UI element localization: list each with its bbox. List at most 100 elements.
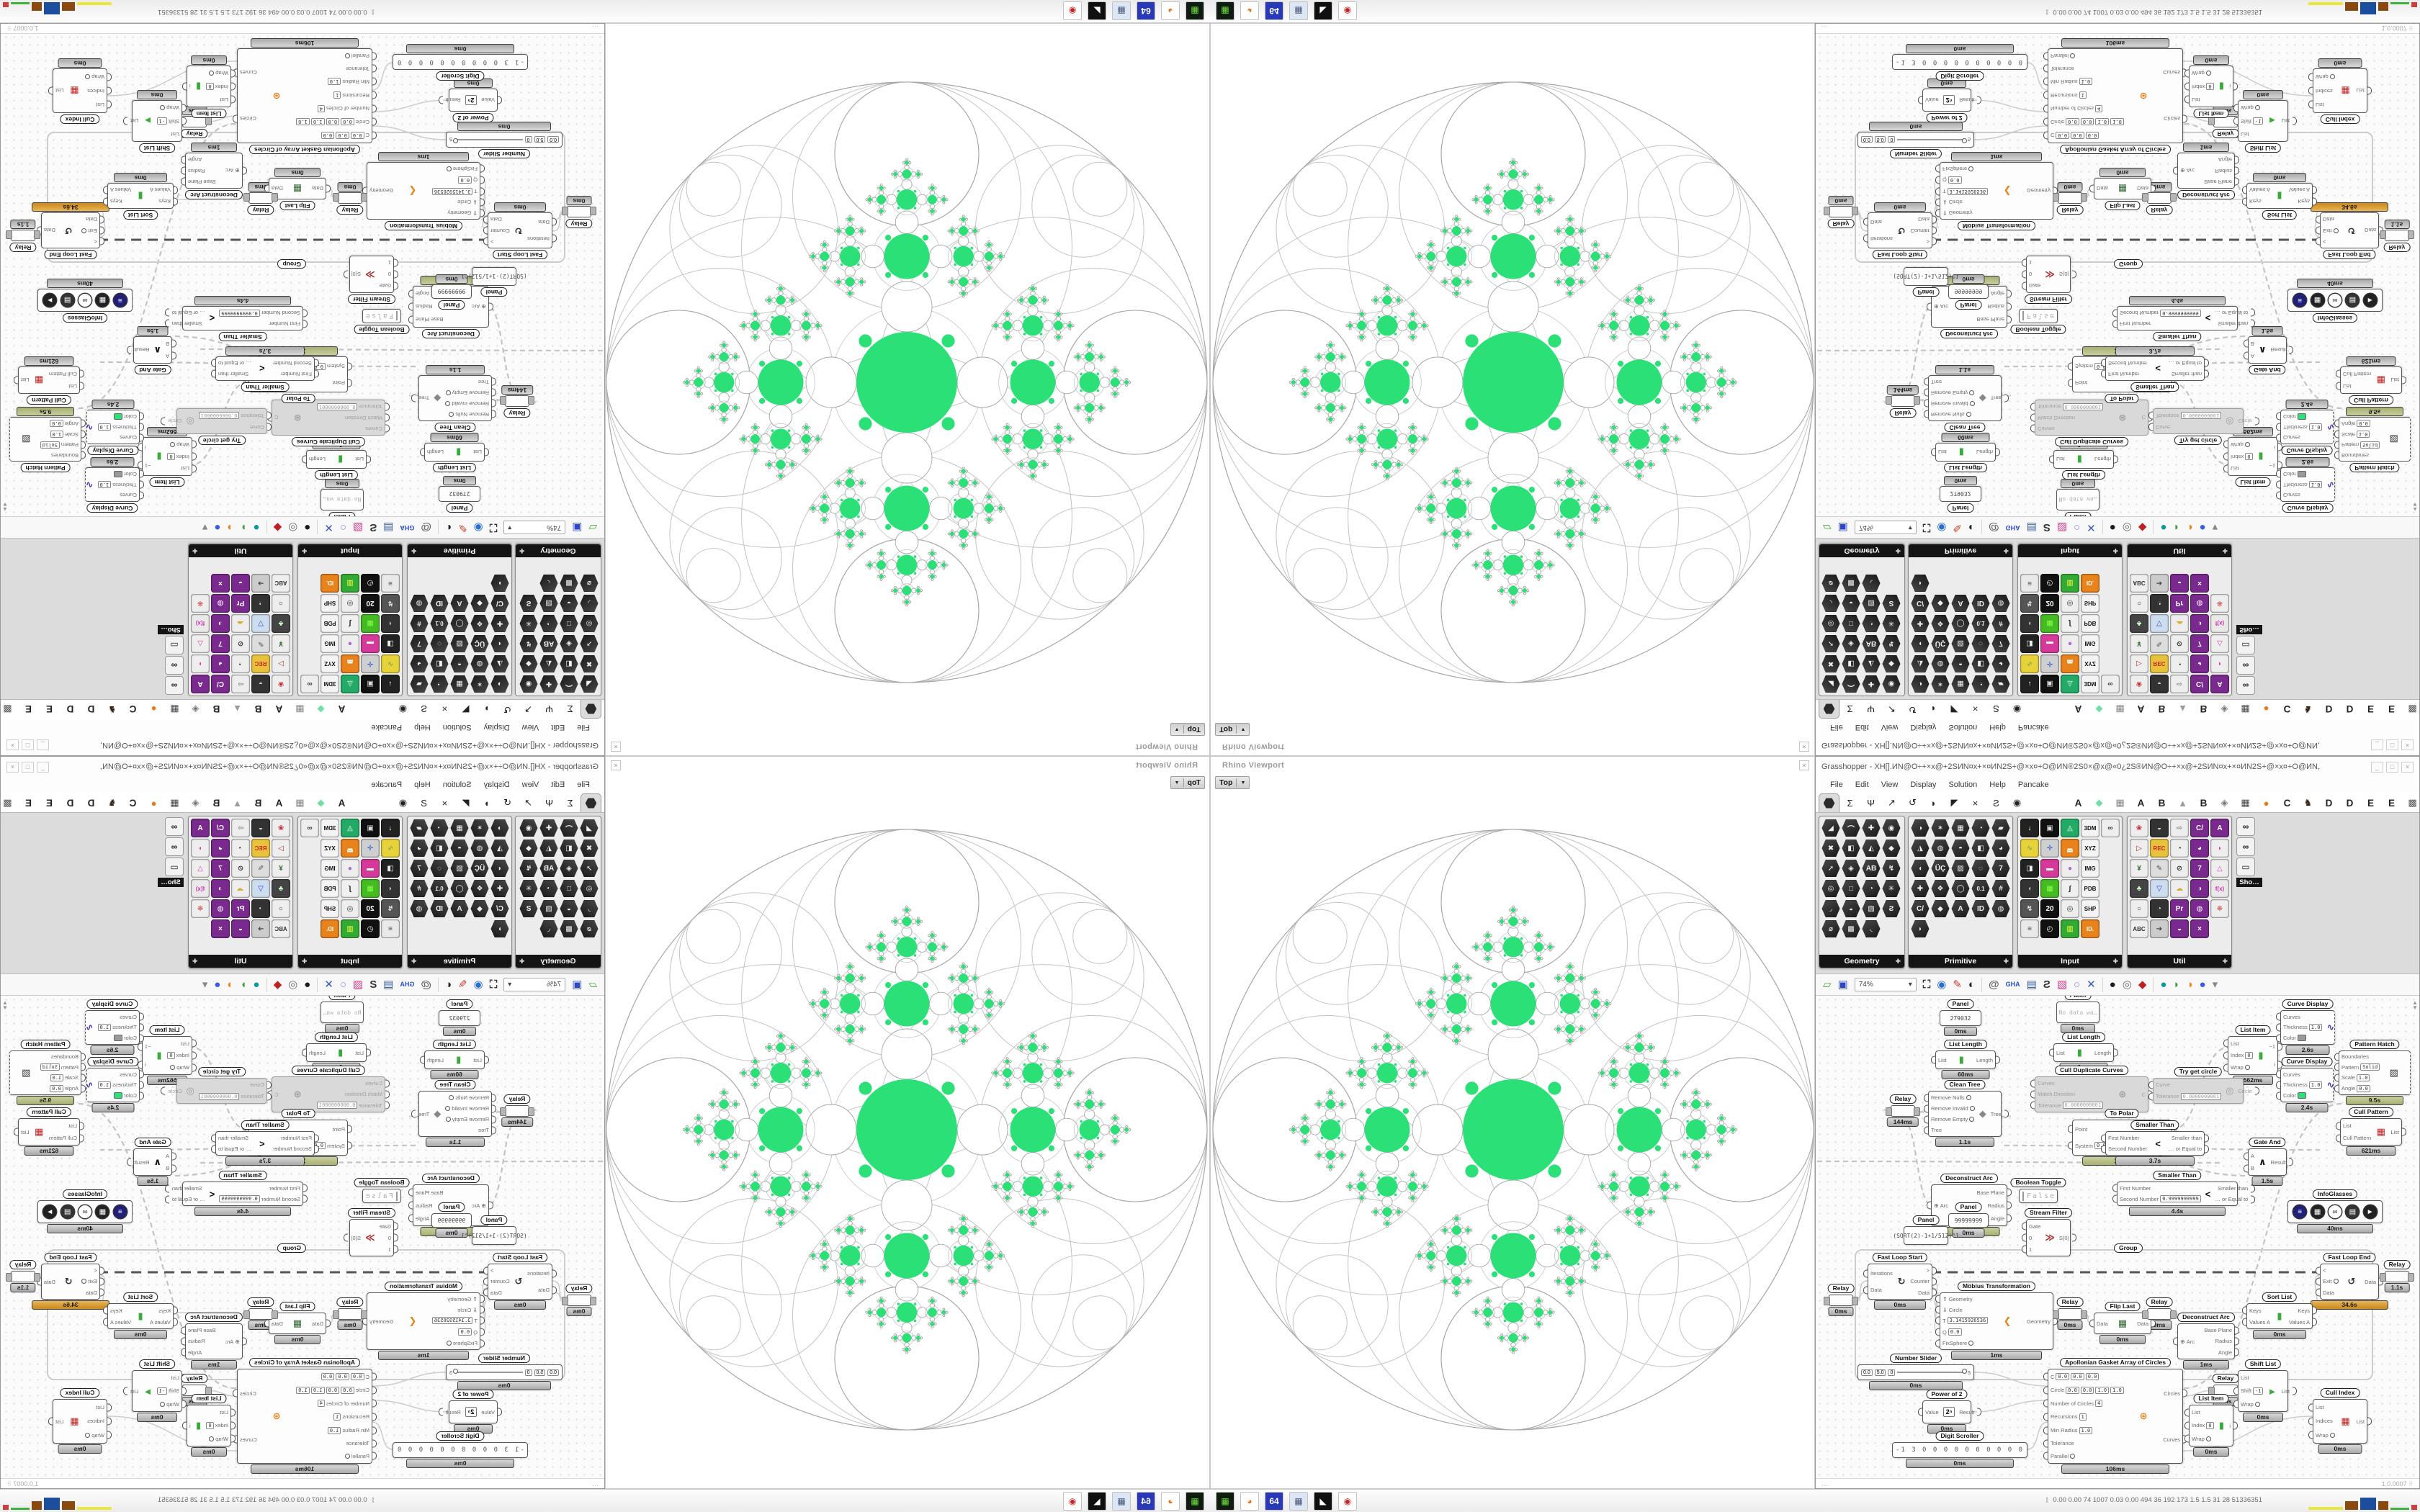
tab[interactable]: ↺ [1909, 797, 1917, 808]
node-body[interactable]: Value 2ⁿ Result [1922, 89, 1974, 112]
tab[interactable]: ↺ [1909, 704, 1917, 715]
component-icon[interactable]: ✶ [1931, 675, 1950, 693]
tab[interactable]: ♞ [2303, 704, 2313, 715]
component-icon[interactable]: ◖ [2020, 614, 2039, 633]
component-icon[interactable]: ▧ [539, 899, 558, 918]
node-body[interactable]: Data ▦ Data [2094, 1313, 2151, 1334]
toolbar-icon[interactable]: ◐ [445, 978, 452, 991]
component-icon[interactable]: ◕ [1991, 840, 2010, 857]
component-icon[interactable]: ⌒ [1842, 675, 1860, 693]
component-icon[interactable]: 0.1 [1971, 880, 1990, 897]
component-icon[interactable]: A [2210, 675, 2229, 693]
tab[interactable]: A [338, 797, 346, 809]
component-icon[interactable]: f(x) [2210, 879, 2229, 898]
node-clean-tree[interactable]: Clean Tree Remove Nulls Remove Invalid Remo… [1928, 365, 2002, 432]
node-boolean-toggle[interactable]: Boolean Toggle False [2010, 1178, 2066, 1203]
palette-show-label[interactable]: Sho… [2236, 625, 2262, 634]
component-icon[interactable]: ✎ [2150, 859, 2169, 878]
node-body[interactable]: < Exit Data ↺ Data [41, 1264, 100, 1300]
component-icon[interactable]: ▰ [410, 819, 429, 837]
node-deconstruct-arc[interactable]: Deconstruct Arc ⊕ Arc Base Plane Radius Angle… [2177, 1313, 2235, 1369]
component-icon[interactable] [300, 879, 319, 898]
toggle-box[interactable] [2022, 311, 2024, 321]
toolbar-icon[interactable]: GHA [2005, 524, 2020, 531]
component-icon[interactable]: ◧ [430, 839, 449, 858]
toolbar-icon[interactable]: ✕ [324, 978, 333, 991]
node-body[interactable]: False [362, 1189, 401, 1203]
component-icon[interactable]: ◎ [580, 879, 599, 898]
toolbar-icon[interactable]: ▱ [588, 978, 597, 991]
component-icon[interactable]: ▽ [2150, 879, 2169, 898]
component-icon[interactable]: ▦ [2040, 614, 2059, 633]
node-deconstruct-arc[interactable]: Deconstruct Arc ⊕ Arc Base Plane Radius Angle… [185, 1313, 243, 1369]
component-icon[interactable]: ⌒ [1842, 819, 1860, 837]
component-icon[interactable]: 7 [1991, 860, 2010, 877]
node-infoglasses[interactable]: InfoGlasses ≡ ▦ ∞ ▤ ► 40ms [37, 1189, 133, 1233]
tab[interactable]: D [2325, 703, 2333, 715]
component-icon[interactable]: ◧ [1971, 840, 1990, 857]
node-body[interactable]: (SQRT(2)-1+1/512)^1 [1893, 267, 1959, 286]
component-icon[interactable]: ▰ [1991, 675, 2010, 693]
node-shift-list[interactable]: Shift List List Shift -1 Wrap ► List 0ms [2238, 90, 2290, 153]
node-body[interactable]: Value 2ⁿ Result [446, 1400, 498, 1423]
node-body[interactable]: Curves Thickness 1.0 Color ∿ [2280, 410, 2334, 444]
component-icon[interactable]: ↯ [1882, 860, 1901, 877]
component-icon[interactable]: ◔ [430, 819, 449, 837]
component-icon[interactable]: ▥ [341, 919, 359, 938]
component-icon[interactable]: ❋ [191, 899, 210, 918]
node-cull-duplicate-curves[interactable]: Cull Duplicate Curves Curves Match Directi… [2035, 1066, 2148, 1112]
component-icon[interactable]: ▦ [450, 819, 469, 837]
tab[interactable]: E [2388, 703, 2395, 715]
component-icon[interactable]: A [191, 819, 210, 837]
component-icon[interactable] [2210, 574, 2229, 593]
tab[interactable]: Ψ [545, 797, 553, 809]
component-icon[interactable]: ◗ [490, 919, 509, 938]
toolbar-icon[interactable]: ▱ [1823, 978, 1832, 991]
tab[interactable]: ● [2263, 703, 2269, 715]
node-smaller-than[interactable]: Smaller Than First Number Second Number 0.9… [2117, 1171, 2248, 1216]
component-icon[interactable]: ◒ [2150, 819, 2169, 837]
viewport-view-dropdown[interactable]: Top ▼ [1170, 776, 1205, 789]
component-icon[interactable] [2210, 919, 2229, 938]
component-icon[interactable]: ▥ [2061, 919, 2079, 938]
component-icon[interactable]: ✖ [1821, 840, 1840, 857]
component-icon[interactable]: ▣ [2040, 819, 2059, 837]
info-icon[interactable]: ≡ [2293, 1205, 2307, 1218]
info-icon[interactable]: ► [2363, 294, 2377, 307]
component-icon[interactable]: ◔ [1971, 819, 1990, 837]
node-body[interactable]: No data wa… [2056, 489, 2099, 510]
component-icon[interactable]: ◟ [1862, 920, 1881, 937]
component-icon[interactable]: ↯ [2020, 594, 2039, 613]
component-icon[interactable]: C/ [490, 899, 509, 918]
node-sort-list[interactable]: Sort List Keys Values A ▮ Keys Values A 0ms [2246, 173, 2313, 220]
menu-file[interactable]: File [1830, 780, 1843, 789]
tab[interactable]: ◈ [2220, 704, 2228, 715]
taskbar-app-icon[interactable]: ▦ [1289, 1, 1308, 20]
toolbar-icon[interactable]: ▤ [383, 978, 394, 991]
component-icon[interactable]: ¥ [2130, 634, 2148, 653]
node-smaller-than[interactable]: Smaller Than First Number Second Number 0.9… [2117, 296, 2248, 341]
component-icon[interactable]: 7 [410, 859, 429, 878]
component-icon[interactable] [2101, 839, 2120, 858]
component-icon[interactable]: ◨ [2020, 634, 2039, 653]
tab[interactable]: ▲ [233, 797, 242, 809]
component-icon[interactable]: ✚ [490, 879, 509, 898]
node-body[interactable]: Iterations Data ↻ > Counter Data [488, 1264, 552, 1300]
tab[interactable]: ◈ [192, 797, 200, 808]
component-icon[interactable]: ⊘ [231, 859, 250, 878]
toolbar-icon[interactable]: ▣ [572, 978, 583, 991]
palette-label[interactable]: Input ✚ [2018, 544, 2122, 557]
node-body[interactable]: 279032 [1940, 486, 1981, 502]
fractal-canvas[interactable] [1211, 757, 1814, 1488]
component-icon[interactable]: ◑ [2190, 614, 2209, 633]
menu-solution[interactable]: Solution [1948, 780, 1978, 789]
component-icon[interactable]: ◕ [2190, 654, 2209, 673]
component-icon[interactable]: ∞ [2236, 656, 2255, 675]
component-icon[interactable]: ❀ [272, 819, 290, 837]
component-icon[interactable]: △ [191, 859, 210, 878]
node-body[interactable]: < Exit Data ↺ Data [2320, 1264, 2379, 1300]
component-icon[interactable]: ◌ [1971, 860, 1990, 877]
resize-grip[interactable]: ⠿ [6, 1480, 12, 1488]
